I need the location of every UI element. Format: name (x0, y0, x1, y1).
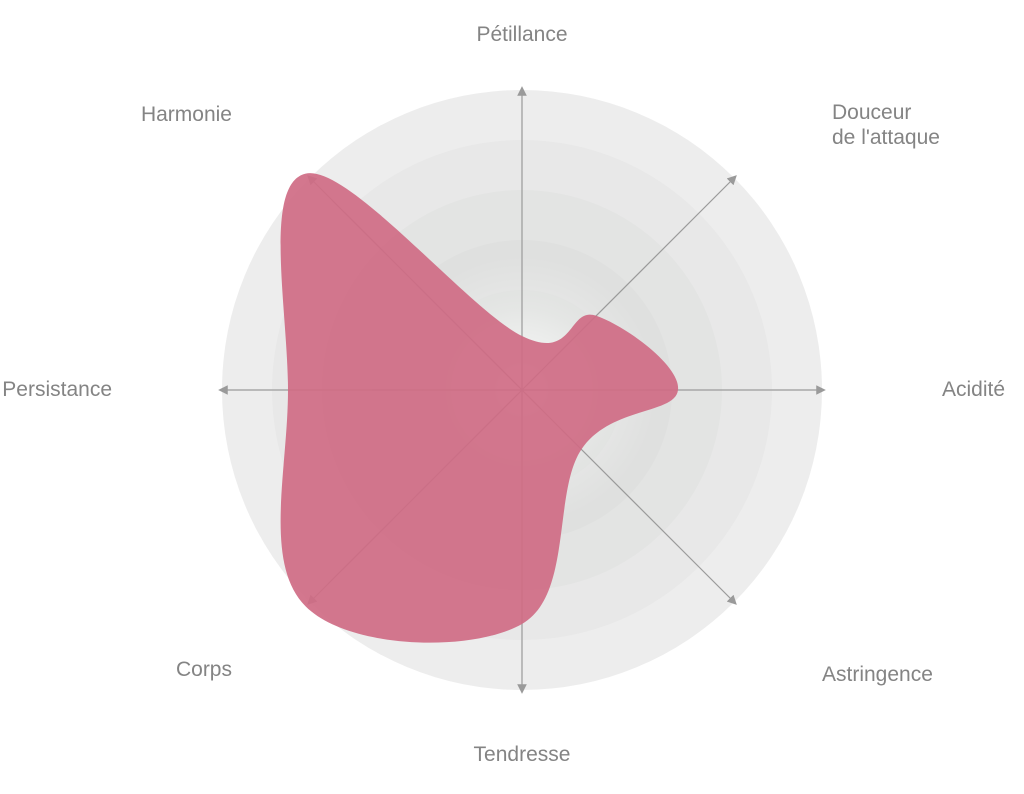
radar-chart: Pétillance Douceur de l'attaque Acidité Ast… (0, 0, 1024, 789)
axis-label: Persistance (0, 377, 112, 402)
axis-label: Astringence (822, 662, 933, 687)
axis-label: Corps (0, 657, 232, 682)
axis-label: Douceur de l'attaque (832, 100, 940, 150)
axis-label: Acidité (942, 377, 1005, 402)
axis-label: Harmonie (0, 102, 232, 127)
axis-label: Pétillance (402, 22, 642, 47)
axis-label: Tendresse (402, 742, 642, 767)
